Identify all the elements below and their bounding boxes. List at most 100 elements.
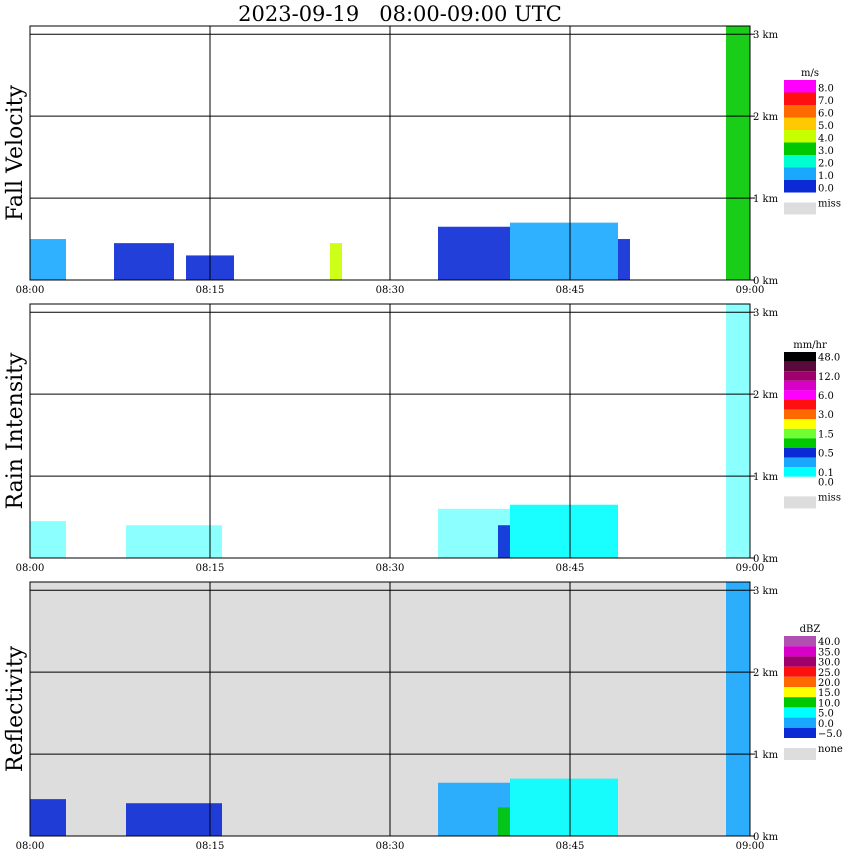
colorbar-swatch: [784, 390, 816, 400]
time-tick-label: 08:15: [196, 285, 225, 296]
colorbar-swatch: [784, 438, 816, 448]
colorbar-swatch: [784, 476, 816, 487]
colorbar-swatch: [784, 467, 816, 477]
fall-velocity-panel: Fall Velocity 0 km 1 km 2 km 3 km 08:00 08:15 0…: [3, 25, 841, 296]
colorbar-level: 0.0: [818, 477, 834, 488]
colorbar-swatch: [784, 448, 816, 458]
time-tick-label: 08:00: [16, 285, 45, 296]
echo-cell: [330, 243, 342, 280]
echo-cell: [498, 525, 510, 558]
colorbar-level: 12.0: [818, 372, 840, 383]
colorbar-level: 0.1: [818, 468, 834, 479]
colorbar-missing-label: none: [818, 744, 843, 755]
colorbar-missing-swatch: [784, 748, 816, 760]
colorbar-missing-swatch: [784, 202, 816, 215]
colorbar-swatch: [784, 666, 816, 677]
colorbar-swatch: [784, 80, 816, 93]
colorbar-swatch: [784, 727, 816, 738]
colorbar-swatch: [784, 380, 816, 391]
time-tick-label: 08:45: [556, 841, 585, 852]
time-tick-label: 09:00: [736, 285, 765, 296]
height-tick-label: 3 km: [753, 586, 779, 597]
echo-cell: [30, 799, 66, 836]
colorbar-missing-label: miss: [818, 199, 841, 210]
colorbar-swatch: [784, 687, 816, 698]
colorbar-level: 7.0: [818, 96, 834, 107]
colorbar-swatch: [784, 697, 816, 708]
colorbar-swatch: [784, 400, 816, 410]
colorbar-level: 0.0: [818, 719, 834, 730]
height-tick-label: 0 km: [753, 832, 779, 843]
time-tick-label: 08:00: [16, 563, 45, 574]
colorbar-missing-swatch: [784, 496, 816, 509]
echo-cell: [114, 243, 174, 280]
panel-ylabel: Fall Velocity: [3, 85, 28, 221]
colorbar-swatch: [784, 180, 816, 193]
time-tick-label: 08:15: [196, 841, 225, 852]
colorbar-level: 40.0: [818, 637, 840, 648]
colorbar-swatch: [784, 371, 816, 381]
echo-cell: [438, 226, 510, 280]
height-tick-label: 0 km: [753, 554, 779, 565]
plot-frame: [29, 303, 751, 559]
colorbar-level: −5.0: [818, 729, 842, 740]
colorbar-swatch: [784, 457, 816, 468]
colorbar-level: 0.0: [818, 184, 834, 195]
colorbar-swatch: [784, 130, 816, 143]
time-tick-label: 08:30: [376, 841, 405, 852]
reflectivity-panel: Reflectivity 0 km 1 km 2 km 3 km 08:00 08:15 08…: [3, 581, 843, 852]
colorbar-swatch: [784, 646, 816, 657]
colorbar-swatch: [784, 409, 816, 420]
echo-cell: [498, 807, 510, 836]
echo-cell: [726, 304, 750, 558]
colorbar-swatch: [784, 142, 816, 155]
time-tick-label: 08:30: [376, 563, 405, 574]
colorbar-level: 8.0: [818, 84, 834, 95]
colorbar-level: 10.0: [818, 698, 840, 709]
colorbar-swatch: [784, 656, 816, 667]
colorbar-swatch: [784, 717, 816, 728]
colorbar-unit: dBZ: [800, 624, 821, 635]
echo-cell: [726, 582, 750, 836]
height-tick-label: 3 km: [753, 308, 779, 319]
colorbar-level: 25.0: [818, 668, 840, 679]
colorbar-level: 1.0: [818, 171, 834, 182]
colorbar-level: 5.0: [818, 121, 834, 132]
colorbar-swatch: [784, 92, 816, 105]
height-tick-label: 1 km: [753, 194, 779, 205]
echo-cell: [618, 239, 630, 280]
colorbar-level: 4.0: [818, 134, 834, 145]
colorbar-swatch: [784, 428, 816, 439]
echo-cell: [510, 222, 618, 280]
height-tick-label: 2 km: [753, 668, 779, 679]
colorbar-level: 6.0: [818, 391, 834, 402]
echo-cell: [510, 504, 618, 558]
colorbar-unit: m/s: [801, 68, 819, 79]
echo-cell: [726, 26, 750, 280]
colorbar-swatch: [784, 707, 816, 718]
time-tick-label: 09:00: [736, 841, 765, 852]
height-tick-label: 0 km: [753, 276, 779, 287]
panel-ylabel: Reflectivity: [3, 645, 28, 772]
colorbar-level: 48.0: [818, 353, 840, 364]
colorbar-level: 20.0: [818, 678, 840, 689]
time-tick-label: 09:00: [736, 563, 765, 574]
colorbar-level: 6.0: [818, 109, 834, 120]
colorbar-swatch: [784, 155, 816, 168]
rain-intensity-panel: Rain Intensity 0 km 1 km 2 km 3 km 08:00 08:15…: [3, 303, 841, 574]
colorbar-level: 3.0: [818, 146, 834, 157]
chart-title: 2023-09-19 08:00-09:00 UTC: [238, 2, 562, 26]
colorbar-swatch: [784, 361, 816, 372]
colorbar-swatch: [784, 352, 816, 362]
colorbar-missing-label: miss: [818, 492, 841, 503]
colorbar-swatch: [784, 117, 816, 130]
plot-frame: [29, 581, 751, 837]
colorbar-swatch: [784, 167, 816, 180]
height-tick-label: 1 km: [753, 472, 779, 483]
colorbar-level: 15.0: [818, 688, 840, 699]
time-tick-label: 08:15: [196, 563, 225, 574]
time-tick-label: 08:45: [556, 563, 585, 574]
colorbar-swatch: [784, 636, 816, 647]
colorbar-level: 1.5: [818, 429, 834, 440]
colorbar-level: 3.0: [818, 410, 834, 421]
